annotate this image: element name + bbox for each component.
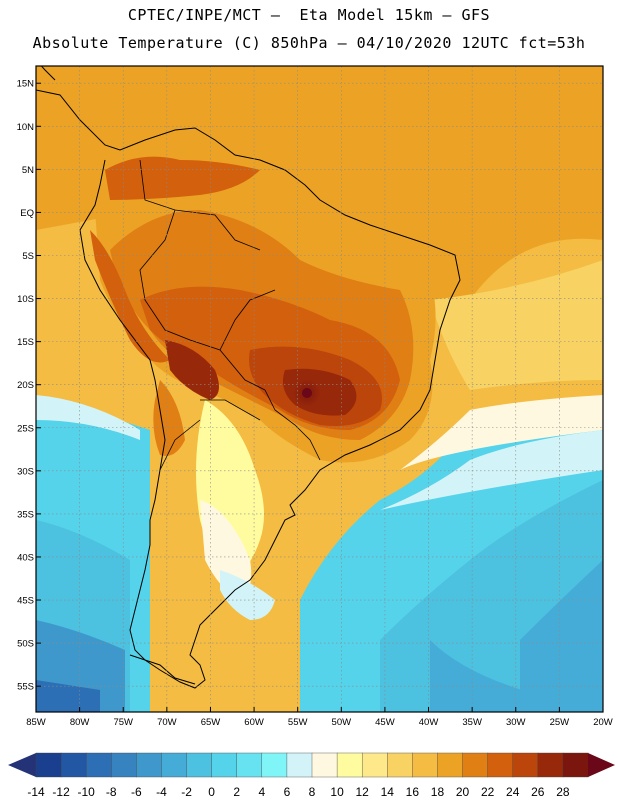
- lon-tick-label: 55W: [288, 717, 308, 728]
- coastlines: [36, 66, 461, 689]
- lon-tick-label: 85W: [26, 717, 46, 728]
- colorbar-cell: [336, 752, 363, 778]
- colorbar-cell: [512, 752, 539, 778]
- colorbar-label: 24: [506, 785, 520, 799]
- lat-tick-label: 15S: [17, 337, 34, 348]
- colorbar-cell: [35, 752, 62, 778]
- lon-tick-label: 45W: [375, 717, 395, 728]
- lon-tick-label: 20W: [593, 717, 613, 728]
- lon-tick-label: 65W: [201, 717, 221, 728]
- lat-tick-label: 45S: [17, 596, 34, 607]
- colorbar-underflow-arrow: [8, 753, 36, 777]
- latitude-axis: 15N 10N 5N EQ 5S 10S 15S 20S 25S 30S 35S 40S 45S 50S 5…: [17, 79, 41, 693]
- colorbar-cell: [136, 752, 162, 778]
- colorbar-cell: [562, 752, 589, 778]
- colorbar-label: 8: [309, 785, 316, 799]
- lat-tick-label: 15N: [17, 79, 35, 90]
- colorbar-label: 26: [531, 785, 545, 799]
- colorbar-label: 2: [233, 785, 240, 799]
- lon-tick-label: 75W: [113, 717, 133, 728]
- colorbar-label: 28: [556, 785, 570, 799]
- lon-tick-label: 30W: [506, 717, 526, 728]
- colorbar-label: 10: [330, 785, 344, 799]
- lon-tick-label: 40W: [419, 717, 439, 728]
- lat-tick-label: 10S: [17, 294, 34, 305]
- colorbar-cell: [161, 752, 188, 778]
- colorbar-cell: [286, 752, 313, 778]
- lat-tick-label: 5S: [22, 251, 34, 262]
- colorbar-cell: [236, 752, 263, 778]
- colorbar-overflow-arrow: [588, 753, 615, 777]
- colorbar-cell: [537, 752, 564, 778]
- lon-tick-label: 60W: [244, 717, 264, 728]
- lat-tick-label: 40S: [17, 552, 34, 563]
- lon-tick-label: 35W: [462, 717, 482, 728]
- colorbar-cell: [211, 752, 238, 778]
- colorbar-label: 20: [456, 785, 470, 799]
- lat-tick-label: 30S: [17, 466, 34, 477]
- colorbar-label: -2: [181, 785, 192, 799]
- colorbar-cell: [261, 752, 288, 778]
- lat-tick-label: 5N: [22, 165, 34, 176]
- colorbar-label: 12: [356, 785, 370, 799]
- map-frame: [35, 65, 604, 713]
- colorbar-cell: [387, 752, 413, 778]
- temperature-field: [36, 66, 603, 712]
- colorbar-label: -6: [131, 785, 142, 799]
- colorbar-label: 6: [284, 785, 291, 799]
- longitude-axis: 85W 80W 75W 70W 65W 60W 55W 50W 45W 40W 35W 30W 25W 2…: [26, 707, 613, 728]
- colorbar-label: -10: [78, 785, 96, 799]
- country-borders: [139, 159, 321, 471]
- colorbar-label: 4: [258, 785, 265, 799]
- lat-tick-label: 55S: [17, 682, 34, 693]
- lon-tick-label: 25W: [550, 717, 570, 728]
- colorbar-label: 18: [431, 785, 445, 799]
- colorbar-label: -14: [27, 785, 45, 799]
- map-gridlines: [35, 66, 604, 712]
- colorbar-label: 22: [481, 785, 495, 799]
- map-title-line-1: CPTEC/INPE/MCT – Eta Model 15km – GFS: [127, 6, 491, 24]
- colorbar-cell: [311, 752, 338, 778]
- lat-tick-label: 25S: [17, 423, 34, 434]
- lat-tick-label: 10N: [17, 122, 35, 133]
- lon-tick-label: 80W: [70, 717, 90, 728]
- colorbar-label: 0: [208, 785, 215, 799]
- colorbar-cell: [412, 752, 438, 778]
- colorbar-cell: [462, 752, 489, 778]
- colorbar-cell: [85, 752, 112, 778]
- colorbar-label: 16: [406, 785, 420, 799]
- lon-tick-label: 70W: [157, 717, 177, 728]
- colorbar-cell: [487, 752, 514, 778]
- colorbar-label: -12: [52, 785, 70, 799]
- colorbar-cell: [361, 752, 388, 778]
- colorbar-label: -4: [156, 785, 167, 799]
- map-title-line-2: Absolute Temperature (C) 850hPa – 04/10/…: [32, 34, 586, 52]
- colorbar: -14 -12 -10 -8 -6 -4 -2 0 2 4 6 8 10 12 14 16 18 20 22 24 26…: [8, 752, 615, 799]
- lat-tick-label: 35S: [17, 509, 34, 520]
- colorbar-cell: [111, 752, 137, 778]
- colorbar-label: -8: [106, 785, 117, 799]
- lat-tick-label: 20S: [17, 380, 34, 391]
- colorbar-cell: [437, 752, 464, 778]
- lat-tick-label: EQ: [20, 208, 34, 219]
- lon-tick-label: 50W: [332, 717, 352, 728]
- lat-tick-label: 50S: [17, 639, 34, 650]
- colorbar-label: 14: [381, 785, 395, 799]
- colorbar-cell: [186, 752, 213, 778]
- colorbar-cell: [60, 752, 87, 778]
